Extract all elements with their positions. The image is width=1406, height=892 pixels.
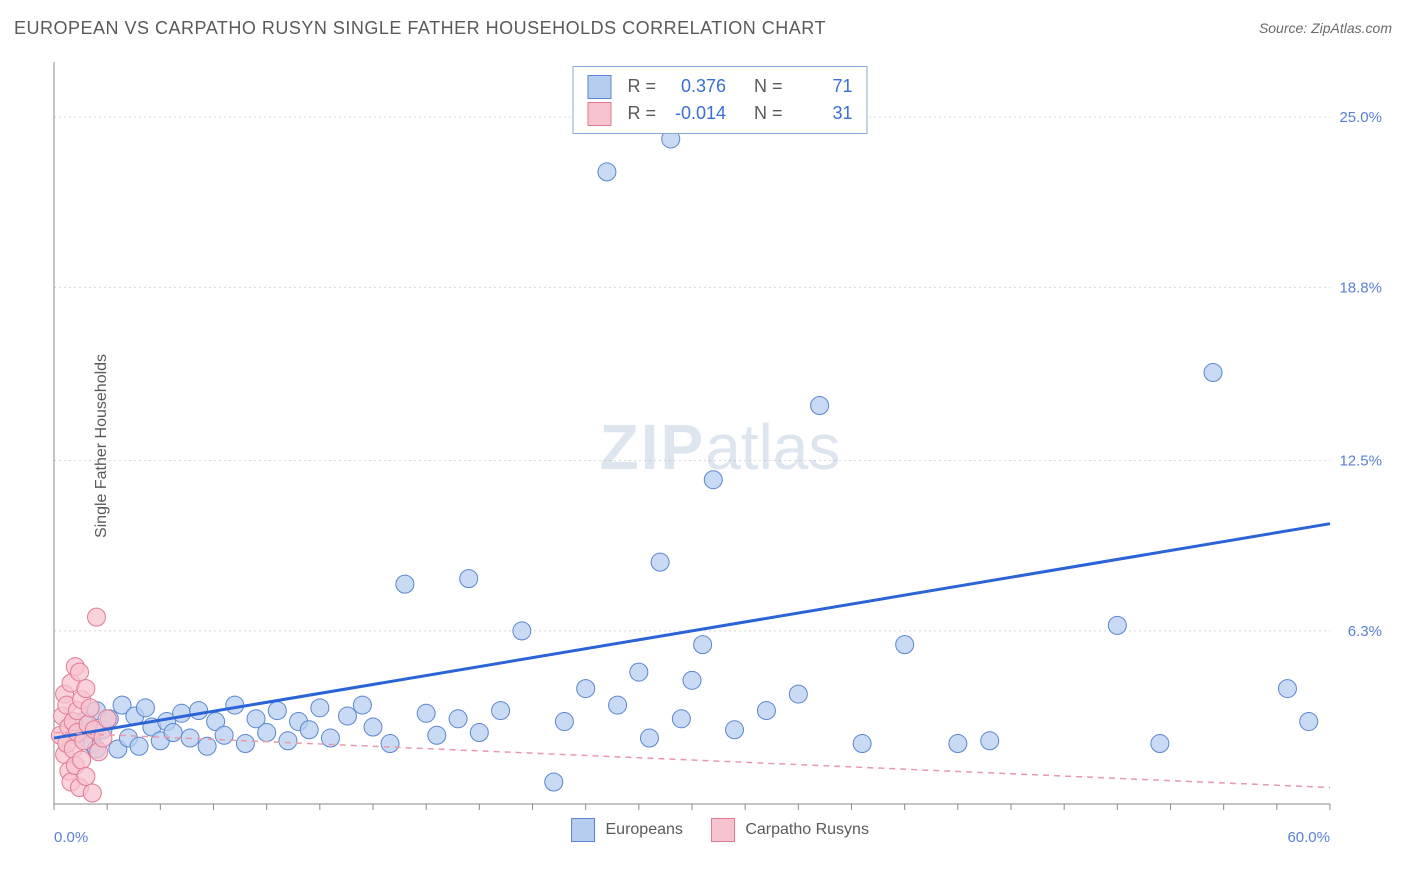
data-point-europeans: [981, 732, 999, 750]
data-point-europeans: [694, 636, 712, 654]
data-point-europeans: [513, 622, 531, 640]
data-point-europeans: [577, 680, 595, 698]
data-point-europeans: [236, 735, 254, 753]
data-point-europeans: [555, 713, 573, 731]
x-tick-min: 0.0%: [54, 829, 88, 846]
data-point-europeans: [428, 726, 446, 744]
data-point-carpatho: [83, 784, 101, 802]
data-point-europeans: [1204, 364, 1222, 382]
data-point-europeans: [789, 685, 807, 703]
swatch-carpatho-bottom: [711, 818, 735, 842]
data-point-europeans: [215, 726, 233, 744]
swatch-carpatho: [587, 102, 611, 126]
data-point-europeans: [811, 397, 829, 415]
legend-row-carpatho: R = -0.014 N = 31: [587, 100, 852, 127]
data-point-europeans: [726, 721, 744, 739]
series-legend: Europeans Carpatho Rusyns: [571, 818, 869, 842]
legend-row-europeans: R = 0.376 N = 71: [587, 73, 852, 100]
swatch-europeans: [587, 75, 611, 99]
data-point-europeans: [417, 704, 435, 722]
source-attribution: Source: ZipAtlas.com: [1259, 20, 1392, 36]
legend-item-europeans: Europeans: [571, 818, 683, 842]
y-tick-label: 12.5%: [1339, 452, 1382, 469]
data-point-carpatho: [77, 768, 95, 786]
data-point-europeans: [268, 702, 286, 720]
data-point-europeans: [311, 699, 329, 717]
data-point-carpatho: [98, 710, 116, 728]
data-point-europeans: [492, 702, 510, 720]
legend-item-carpatho: Carpatho Rusyns: [711, 818, 869, 842]
data-point-europeans: [460, 570, 478, 588]
data-point-europeans: [630, 663, 648, 681]
y-tick-label: 25.0%: [1339, 109, 1382, 126]
data-point-europeans: [190, 702, 208, 720]
swatch-europeans-bottom: [571, 818, 595, 842]
data-point-europeans: [381, 735, 399, 753]
data-point-europeans: [164, 724, 182, 742]
data-point-europeans: [258, 724, 276, 742]
trendline-carpatho: [54, 733, 1330, 788]
data-point-europeans: [353, 696, 371, 714]
y-tick-label: 18.8%: [1339, 279, 1382, 296]
scatter-plot: 6.3%12.5%18.8%25.0%0.0%60.0% ZIPatlas R …: [50, 58, 1390, 848]
data-point-europeans: [470, 724, 488, 742]
data-point-europeans: [683, 671, 701, 689]
data-point-europeans: [396, 575, 414, 593]
data-point-europeans: [1300, 713, 1318, 731]
data-point-europeans: [173, 704, 191, 722]
y-tick-label: 6.3%: [1348, 623, 1382, 640]
data-point-europeans: [1108, 616, 1126, 634]
data-point-europeans: [130, 737, 148, 755]
data-point-europeans: [672, 710, 690, 728]
data-point-europeans: [949, 735, 967, 753]
data-point-europeans: [338, 707, 356, 725]
data-point-europeans: [704, 471, 722, 489]
data-point-europeans: [449, 710, 467, 728]
data-point-europeans: [609, 696, 627, 714]
data-point-europeans: [1278, 680, 1296, 698]
data-point-europeans: [364, 718, 382, 736]
data-point-europeans: [896, 636, 914, 654]
data-point-europeans: [651, 553, 669, 571]
data-point-europeans: [226, 696, 244, 714]
data-point-europeans: [1151, 735, 1169, 753]
data-point-carpatho: [73, 751, 91, 769]
x-tick-max: 60.0%: [1287, 829, 1330, 846]
data-point-carpatho: [77, 680, 95, 698]
data-point-europeans: [545, 773, 563, 791]
chart-title: EUROPEAN VS CARPATHO RUSYN SINGLE FATHER…: [14, 18, 826, 38]
data-point-carpatho: [71, 663, 89, 681]
data-point-europeans: [598, 163, 616, 181]
data-point-carpatho: [88, 608, 106, 626]
data-point-europeans: [757, 702, 775, 720]
data-point-europeans: [300, 721, 318, 739]
data-point-europeans: [640, 729, 658, 747]
correlation-legend: R = 0.376 N = 71 R = -0.014 N = 31: [572, 66, 867, 134]
data-point-carpatho: [81, 699, 99, 717]
data-point-europeans: [136, 699, 154, 717]
data-point-europeans: [279, 732, 297, 750]
data-point-europeans: [853, 735, 871, 753]
